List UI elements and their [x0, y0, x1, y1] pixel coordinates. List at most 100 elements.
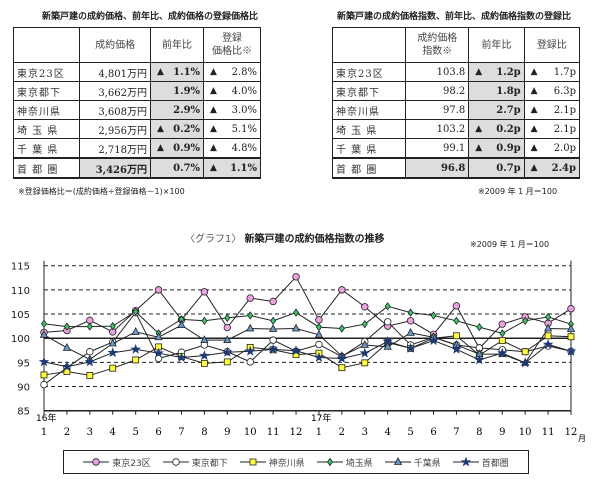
marker-triangle: [314, 329, 324, 338]
marker-diamond: [407, 308, 414, 317]
marker-diamond: [132, 307, 139, 316]
series-line: [43, 305, 572, 334]
marker-star: [290, 345, 302, 356]
legend-star-icon: [452, 457, 479, 467]
marker-diamond: [453, 316, 460, 325]
decrease-mark: ▲: [210, 123, 217, 134]
marker-triangle: [177, 320, 186, 329]
marker-square: [567, 333, 575, 341]
marker-square: [86, 372, 94, 379]
marker-star: [359, 347, 371, 358]
legend-label: 千葉県: [413, 458, 441, 469]
reg-value: 2.0p: [553, 142, 576, 154]
reg-value: 2.1p: [553, 123, 576, 135]
table2-footnote: ※2009 年 1 月＝100: [478, 187, 558, 196]
marker-star: [565, 345, 577, 356]
table-row: 首 都 圏 3,426万円 0.7% ▲ 1.1%: [12, 157, 261, 179]
marker-circle: [223, 323, 232, 332]
marker-circle: [338, 286, 346, 294]
marker-square: [249, 458, 257, 466]
x-tick-label: 6: [155, 427, 161, 438]
legend-item: 神奈川県: [239, 456, 305, 469]
month-unit: 月: [578, 434, 586, 443]
marker-circle: [315, 316, 323, 324]
marker-star: [222, 346, 233, 357]
x-tick-label: 10: [244, 427, 257, 438]
decrease-mark: ▲: [210, 162, 217, 173]
yoy-value: 0.7%: [173, 162, 201, 174]
y-tick-label: 100: [11, 334, 30, 345]
marker-star: [130, 343, 141, 354]
x-tick-label: 7: [453, 427, 459, 438]
decrease-mark: ▲: [156, 66, 164, 77]
yoy-value: 2.7p: [496, 104, 521, 116]
marker-diamond: [499, 329, 506, 338]
decrease-mark: ▲: [156, 142, 164, 153]
reg-value: 6.3p: [553, 85, 576, 97]
marker-star: [336, 352, 348, 363]
legend-label: 東京23区: [112, 458, 151, 469]
yoy-cell: ▲ 0.2%: [149, 119, 205, 139]
legend-item: 東京都下: [162, 456, 228, 469]
marker-square: [338, 364, 346, 372]
area-cell: 首 都 圏: [331, 157, 407, 179]
marker-star: [497, 347, 508, 358]
chart-title-text: 新築戸建の成約価格指数の推移: [244, 234, 385, 245]
marker-circle: [269, 297, 277, 306]
marker-square: [223, 358, 231, 366]
y-tick-label: 85: [17, 407, 30, 418]
legend-item: 首都圏: [452, 456, 509, 469]
marker-circle: [171, 458, 180, 466]
x-tick-label: 4: [110, 427, 116, 438]
chart-title: 〈グラフ1〉 新築戸建の成約価格指数の推移: [185, 230, 385, 245]
marker-star: [267, 343, 279, 354]
legend-label: 埼玉県: [345, 458, 373, 469]
legend-label: 東京都下: [191, 458, 228, 469]
marker-triangle: [39, 329, 49, 338]
marker-square: [200, 359, 208, 367]
legend-circle-icon: [83, 458, 110, 466]
table-row: 埼 玉 県 2,956万円 ▲ 0.2% ▲ 5.1%: [12, 119, 261, 139]
marker-diamond: [326, 457, 333, 467]
marker-triangle: [131, 327, 140, 335]
marker-circle: [406, 317, 415, 325]
table-row: 神奈川県 3,608万円 2.9% ▲ 3.0%: [12, 100, 261, 120]
marker-square: [361, 359, 369, 367]
area-cell: 埼 玉 県: [331, 119, 407, 139]
marker-triangle: [246, 323, 255, 332]
value-cell: 3,426万円: [79, 157, 151, 179]
reg-cell: ▲ 1.7p: [523, 62, 581, 82]
decrease-mark: ▲: [210, 142, 217, 153]
marker-triangle: [360, 340, 369, 348]
yoy-value: 1.2p: [496, 66, 521, 78]
marker-diamond: [270, 316, 277, 325]
decrease-mark: ▲: [530, 142, 538, 153]
marker-star: [542, 338, 554, 349]
marker-star: [107, 347, 118, 358]
marker-triangle: [223, 335, 232, 344]
marker-triangle: [154, 332, 163, 341]
series-埼玉県: [41, 302, 574, 338]
decrease-mark: ▲: [530, 66, 538, 77]
reg-cell: ▲ 2.1p: [523, 119, 581, 139]
marker-diamond: [201, 316, 208, 325]
decrease-mark: ▲: [530, 123, 538, 134]
marker-triangle: [268, 324, 278, 332]
marker-triangle: [406, 328, 415, 336]
x-tick-label: 11: [542, 427, 555, 438]
marker-diamond: [41, 319, 47, 328]
x-tick-label: 9: [224, 427, 230, 438]
year-label: 16年: [36, 412, 56, 424]
value-cell: 96.8: [405, 157, 470, 179]
marker-circle: [246, 294, 254, 302]
marker-triangle: [543, 323, 553, 332]
marker-star: [473, 354, 485, 365]
x-tick-label: 12: [565, 427, 578, 438]
chart-note: ※2009 年 1 月＝100: [470, 240, 550, 249]
marker-star: [313, 351, 325, 363]
yoy-value: 0.9%: [173, 142, 201, 154]
x-tick-label: 12: [290, 427, 303, 438]
legend-triangle-icon: [384, 457, 411, 465]
marker-circle: [40, 380, 48, 389]
header-cell: 前年比: [468, 27, 525, 63]
